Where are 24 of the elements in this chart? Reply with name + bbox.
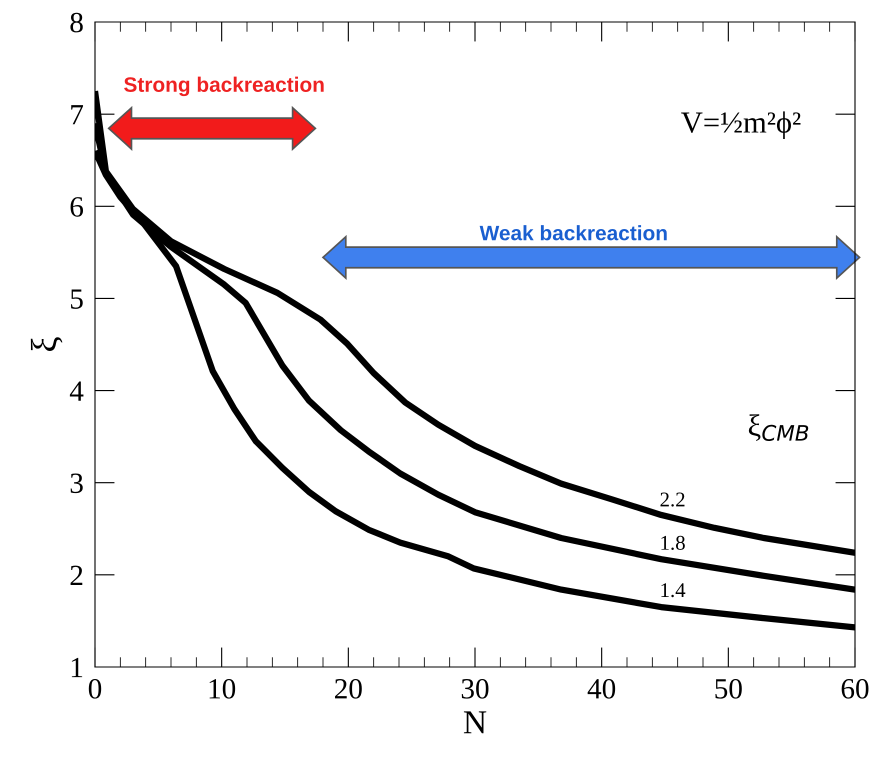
- y-tick-label: 1: [72, 658, 82, 678]
- x-tick-label: 60: [842, 678, 868, 699]
- x-tick-label: 50: [715, 678, 742, 699]
- y-tick-label: 8: [70, 12, 83, 32]
- series-label: 1.8: [661, 536, 685, 550]
- annotation: Strong backreaction: [124, 76, 324, 96]
- x-tick-label: 10: [210, 678, 236, 699]
- x-tick-label: 0: [88, 678, 102, 699]
- y-tick-label: 4: [70, 381, 84, 401]
- series-label: 2.2: [660, 492, 684, 507]
- y-axis-title: ξ: [30, 337, 62, 351]
- annotation: Weak backreaction: [480, 225, 667, 240]
- x-tick-label: 40: [588, 678, 616, 699]
- legend-title: ξ$_{CMB}$: [748, 414, 808, 442]
- y-tick-label: 5: [71, 289, 83, 309]
- x-tick-label: 30: [462, 678, 488, 699]
- y-tick-label: 3: [70, 474, 83, 494]
- y-tick-label: 2: [70, 566, 82, 585]
- x-tick-label: 20: [335, 678, 362, 699]
- y-tick-label: 6: [70, 197, 84, 217]
- series-label: 1.4: [661, 583, 686, 598]
- annotation: V=½m²ϕ²: [681, 111, 800, 140]
- y-tick-label: 7: [71, 105, 84, 124]
- x-axis-title: N: [464, 711, 486, 734]
